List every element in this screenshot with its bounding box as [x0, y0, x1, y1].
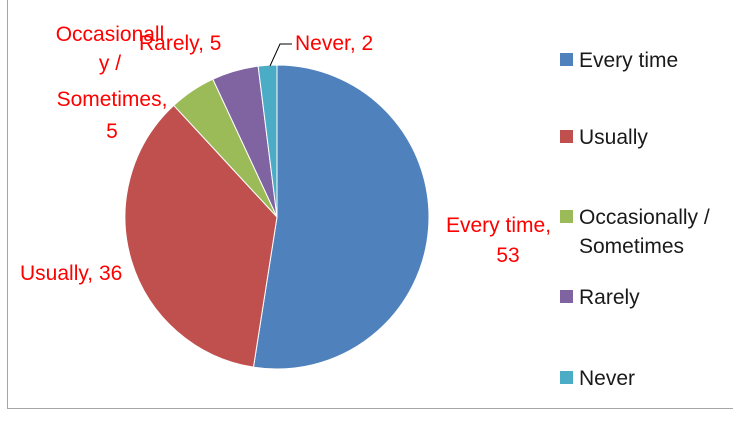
leader-line-never: [269, 43, 292, 67]
data-label-rarely-value: 5: [210, 32, 222, 55]
data-label-occasionally-line3: Sometimes,: [57, 88, 168, 111]
data-label-occasionally-value: 5: [106, 120, 118, 143]
chart-frame: Every time, 53 Usually, 36 Occasionall y…: [7, 0, 733, 409]
data-label-occasionally-line1: Occasionall: [56, 23, 165, 46]
pie-slices: [124, 64, 430, 370]
data-label-never-value: 2: [362, 32, 374, 55]
data-label-every-time: Every time,: [446, 214, 551, 237]
legend-swatch-rarely: [560, 290, 573, 303]
data-label-never-name: Never: [295, 32, 351, 55]
data-label-every-time-value: 53: [496, 244, 519, 267]
legend-swatch-usually: [560, 130, 573, 143]
legend-label-every-time: Every time: [579, 49, 678, 72]
legend-swatch-every-time: [560, 53, 573, 66]
data-label-rarely: Rarely, 5: [139, 32, 221, 55]
data-label-never: Never, 2: [295, 32, 373, 55]
legend-label-never: Never: [579, 367, 635, 390]
legend-label-occasionally-line1: Occasionally /: [579, 206, 710, 229]
data-label-usually-value: 36: [99, 262, 122, 285]
legend-label-usually: Usually: [579, 126, 648, 149]
data-labels: Every time, 53 Usually, 36 Occasionall y…: [20, 23, 551, 285]
pie-slice-usually: [124, 104, 278, 368]
legend-label-occasionally-line2: Sometimes: [579, 235, 684, 258]
legend-swatch-never: [560, 371, 573, 384]
leader-lines: [269, 43, 292, 67]
data-label-occasionally-line2: y /: [99, 52, 121, 75]
data-label-rarely-name: Rarely: [139, 32, 200, 55]
data-label-usually: Usually, 36: [20, 262, 122, 285]
pie-slice-never: [257, 64, 278, 218]
legend-label-rarely: Rarely: [579, 286, 640, 309]
pie-slice-every-time: [252, 64, 430, 370]
data-label-every-time-name: Every time: [446, 214, 545, 237]
legend-swatch-occasionally: [560, 210, 573, 223]
legend: Every time Usually Occasionally / Someti…: [560, 49, 710, 390]
data-label-usually-name: Usually: [20, 262, 89, 285]
